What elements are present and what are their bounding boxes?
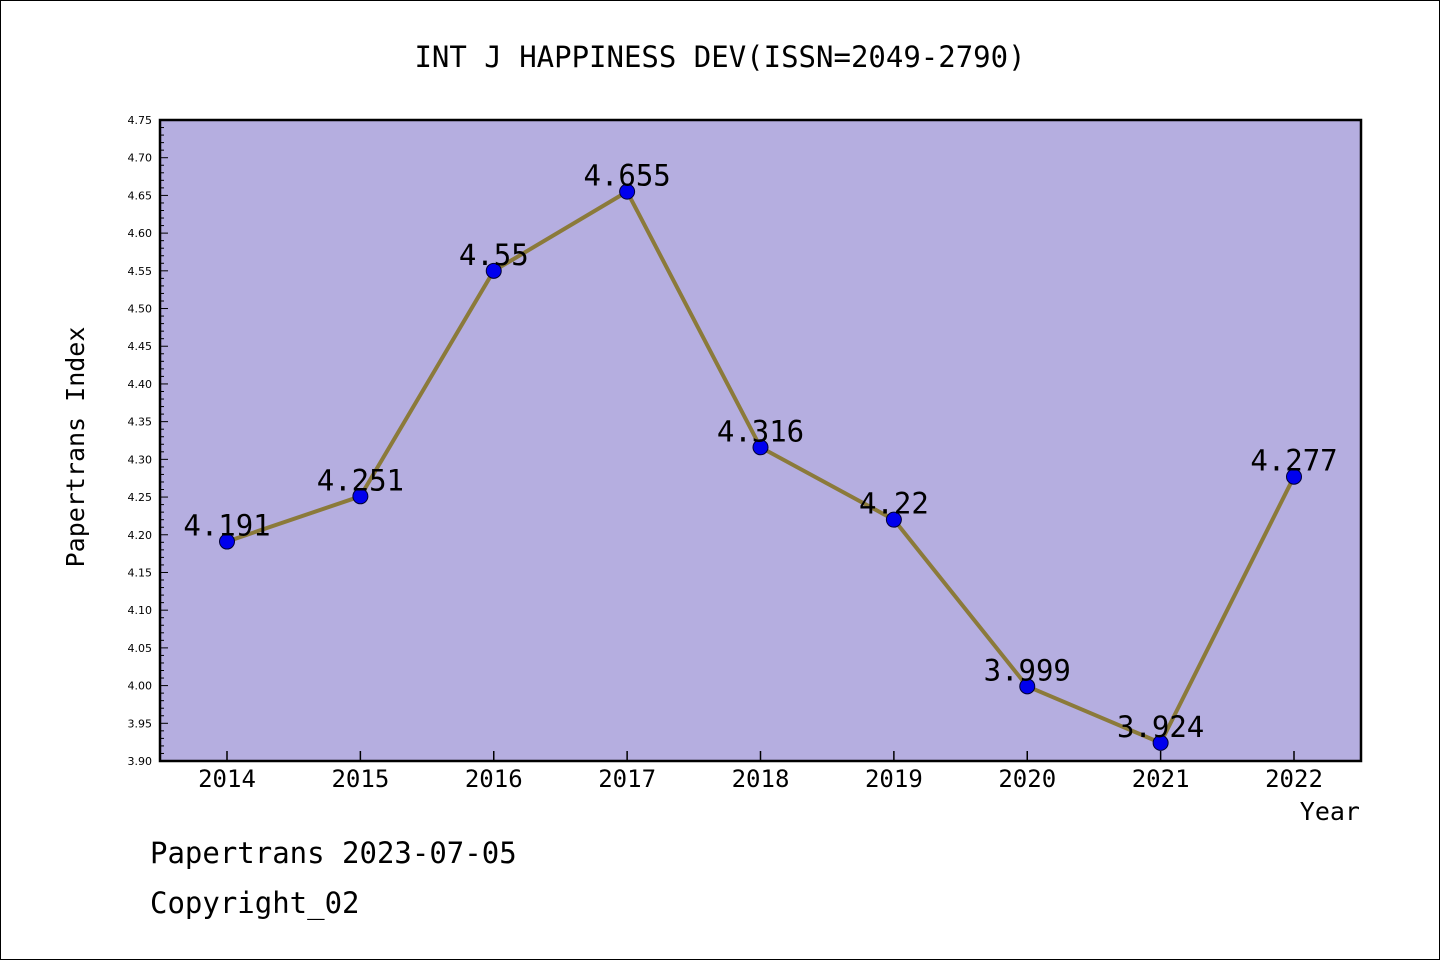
y-tick-label: 4.35 xyxy=(128,416,153,429)
data-label: 4.22 xyxy=(859,487,929,521)
data-point xyxy=(1019,678,1036,695)
data-point xyxy=(619,183,636,200)
data-label: 4.251 xyxy=(317,463,404,497)
data-label: 4.191 xyxy=(183,509,270,543)
y-tick-label: 4.45 xyxy=(128,340,153,353)
y-tick-label: 4.70 xyxy=(128,152,153,165)
data-label: 3.999 xyxy=(984,653,1071,687)
y-tick-label: 4.10 xyxy=(128,604,153,617)
y-tick-label: 4.75 xyxy=(128,114,153,127)
y-tick-label: 4.25 xyxy=(128,491,153,504)
data-label: 4.277 xyxy=(1250,444,1337,478)
x-tick-label: 2017 xyxy=(598,765,656,793)
y-tick-label: 4.00 xyxy=(128,680,153,693)
x-tick-label: 2022 xyxy=(1265,765,1323,793)
data-label: 4.55 xyxy=(459,238,529,272)
data-point xyxy=(885,511,902,528)
y-axis-label: Papertrans Index xyxy=(61,327,90,568)
x-tick-label: 2016 xyxy=(465,765,523,793)
x-tick-label: 2021 xyxy=(1132,765,1190,793)
x-tick-label: 2018 xyxy=(732,765,790,793)
y-axis: 3.90 3.95 4.00 4.05 4.10 4.15 4.20 4.25 4.30 4.35… xyxy=(128,114,168,768)
data-point xyxy=(1152,734,1169,751)
data-point xyxy=(219,533,235,550)
data-point xyxy=(485,262,502,279)
x-tick-label: 2019 xyxy=(865,765,923,793)
y-tick-label: 4.40 xyxy=(128,378,153,391)
y-tick-label: 4.60 xyxy=(128,227,153,240)
data-point xyxy=(1286,468,1302,485)
x-tick-label: 2020 xyxy=(998,765,1056,793)
x-axis: 2014 2015 2016 2017 2018 2019 2020 2021 2022 xyxy=(198,751,1323,793)
x-axis-label: Year xyxy=(1300,797,1360,826)
y-tick-label: 4.20 xyxy=(128,529,153,542)
series-group xyxy=(219,183,1302,751)
y-tick-label: 3.90 xyxy=(128,755,153,768)
footer-date: Papertrans 2023-07-05 xyxy=(150,836,517,870)
x-tick-label: 2015 xyxy=(331,765,389,793)
y-tick-label: 4.50 xyxy=(128,303,153,316)
data-label: 4.316 xyxy=(717,414,804,448)
y-tick-label: 3.95 xyxy=(128,717,153,730)
data-point xyxy=(752,439,769,456)
y-tick-label: 4.05 xyxy=(128,642,153,655)
x-tick-label: 2014 xyxy=(198,765,256,793)
y-tick-label: 4.55 xyxy=(128,265,153,278)
y-tick-label: 4.30 xyxy=(128,453,153,466)
data-label: 3.924 xyxy=(1117,710,1204,744)
data-label: 4.655 xyxy=(583,159,670,193)
y-tick-label: 4.15 xyxy=(128,566,153,579)
y-tick-label: 4.65 xyxy=(128,189,153,202)
data-labels: 4.191 4.251 4.55 4.655 4.316 4.22 3.999 3.924 4.… xyxy=(183,159,1337,744)
chart-title: INT J HAPPINESS DEV(ISSN=2049-2790) xyxy=(414,40,1025,74)
footer-copyright: Copyright_02 xyxy=(150,886,360,920)
data-point xyxy=(352,488,369,505)
